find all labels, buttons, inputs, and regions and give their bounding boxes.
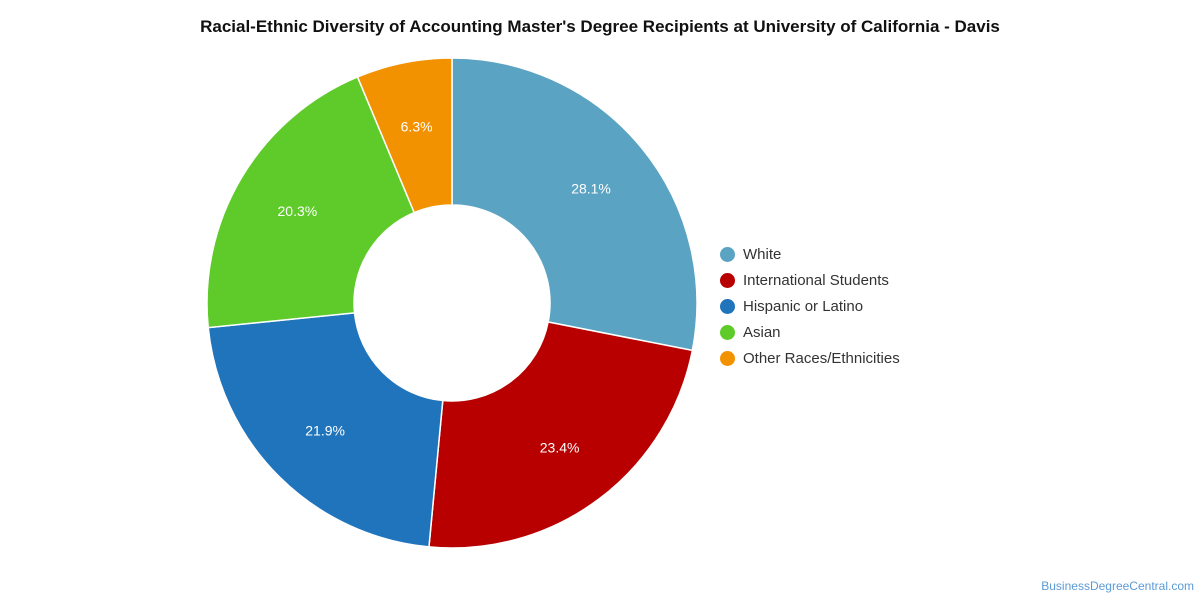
slice-label-hispanic-or-latino: 21.9% xyxy=(305,423,345,439)
legend-swatch xyxy=(720,272,735,288)
legend-item[interactable]: Other Races/Ethnicities xyxy=(720,345,900,371)
legend-swatch xyxy=(720,350,735,366)
slice-other-races-ethnicities[interactable] xyxy=(356,57,453,214)
legend-item[interactable]: Hispanic or Latino xyxy=(720,293,900,319)
legend-swatch xyxy=(720,298,735,314)
legend-label: International Students xyxy=(743,271,889,289)
legend-label: Asian xyxy=(743,323,781,341)
chart-title: Racial-Ethnic Diversity of Accounting Ma… xyxy=(200,17,1000,36)
slice-white[interactable] xyxy=(451,57,698,352)
slice-label-white: 28.1% xyxy=(571,181,611,197)
legend-label: White xyxy=(743,245,782,263)
legend: White International Students Hispanic or L… xyxy=(720,241,900,371)
legend-item[interactable]: International Students xyxy=(720,267,900,293)
legend-label: Hispanic or Latino xyxy=(743,297,864,315)
legend-item[interactable]: White xyxy=(720,241,900,267)
slice-label-international-students: 23.4% xyxy=(540,439,580,455)
legend-label: Other Races/Ethnicities xyxy=(743,349,900,367)
legend-swatch xyxy=(720,246,735,262)
slice-hispanic-or-latino[interactable] xyxy=(207,312,444,548)
source-watermark: BusinessDegreeCentral.com xyxy=(1041,579,1194,593)
slice-international-students[interactable] xyxy=(428,321,694,549)
slice-asian[interactable] xyxy=(206,75,416,329)
legend-swatch xyxy=(720,324,735,340)
slice-label-other-races-ethnicities: 6.3% xyxy=(401,119,433,135)
slice-label-asian: 20.3% xyxy=(278,203,318,219)
legend-item[interactable]: Asian xyxy=(720,319,900,345)
